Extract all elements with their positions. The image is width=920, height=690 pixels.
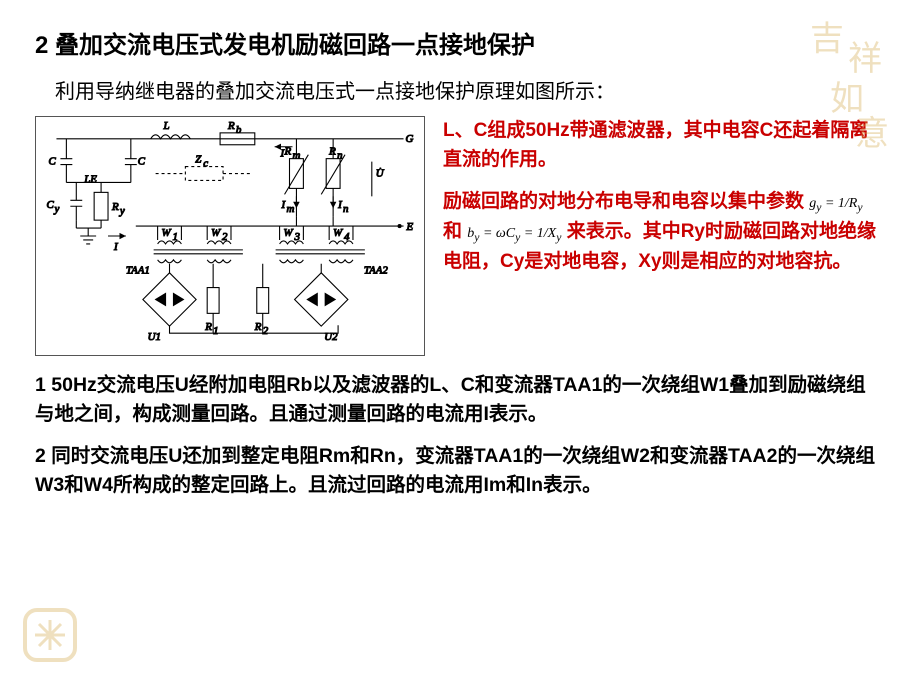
svg-text:n: n — [337, 150, 342, 162]
svg-text:G: G — [406, 133, 414, 145]
svg-text:3: 3 — [293, 231, 300, 243]
svg-text:R: R — [254, 321, 262, 333]
section-subtitle: 利用导纳继电器的叠加交流电压式一点接地保护原理如图所示： — [55, 75, 885, 104]
formula-gy: gy = 1/Ry — [809, 196, 862, 211]
svg-text:C: C — [138, 156, 146, 168]
svg-text:y: y — [119, 205, 125, 217]
svg-text:R: R — [204, 321, 212, 333]
svg-text:U̇: U̇ — [376, 168, 385, 180]
svg-text:R: R — [284, 146, 292, 158]
decorative-watermark-top-right: 吉 祥 如 意 — [800, 15, 900, 155]
red-p2-pre: 励磁回路的对地分布电导和电容以集中参数 — [443, 191, 809, 212]
body-paragraph-2: 2 同时交流电压U还加到整定电阻Rm和Rn，变流器TAA1的一次绕组W2和变流器… — [35, 442, 885, 501]
body-paragraph-1: 1 50Hz交流电压U经附加电阻Rb以及滤波器的L、C和变流器TAA1的一次绕组… — [35, 371, 885, 430]
svg-text:C: C — [49, 156, 57, 168]
svg-text:W: W — [284, 227, 294, 239]
svg-text:意: 意 — [855, 115, 889, 153]
svg-text:1: 1 — [213, 325, 218, 337]
svg-text:TAA1: TAA1 — [126, 265, 150, 277]
svg-text:如: 如 — [830, 80, 864, 118]
svg-text:R: R — [227, 120, 235, 132]
svg-text:m: m — [287, 203, 295, 215]
svg-text:c: c — [203, 158, 208, 170]
svg-text:U1: U1 — [148, 331, 161, 343]
formula-by: by = ωCy = 1/Xy — [467, 226, 561, 241]
decorative-watermark-bottom-left — [15, 600, 85, 670]
svg-text:L: L — [163, 120, 170, 132]
svg-text:2: 2 — [263, 325, 269, 337]
svg-text:吉: 吉 — [810, 21, 844, 58]
svg-text:R: R — [111, 201, 119, 213]
mid-content-row: G L Rb I C C LE Cy — [35, 116, 885, 356]
red-paragraph-2: 励磁回路的对地分布电导和电容以集中参数 gy = 1/Ry 和 by = ωCy… — [443, 187, 885, 276]
svg-text:W: W — [333, 227, 343, 239]
svg-text:E: E — [406, 221, 414, 233]
svg-text:n: n — [343, 203, 348, 215]
section-title: 2 叠加交流电压式发电机励磁回路一点接地保护 — [35, 25, 885, 60]
svg-text:I: I — [113, 241, 119, 253]
svg-text:R: R — [328, 146, 336, 158]
svg-text:Z: Z — [195, 154, 202, 166]
svg-text:b: b — [236, 124, 242, 136]
svg-text:祥: 祥 — [848, 40, 882, 78]
svg-text:C: C — [47, 199, 55, 211]
svg-text:W: W — [162, 227, 172, 239]
circuit-diagram: G L Rb I C C LE Cy — [35, 116, 425, 356]
svg-text:W: W — [211, 227, 221, 239]
svg-text:4: 4 — [344, 231, 350, 243]
svg-text:TAA2: TAA2 — [364, 265, 389, 277]
svg-text:y: y — [53, 203, 59, 215]
red-p2-mid: 和 — [443, 221, 467, 242]
svg-text:1: 1 — [172, 231, 177, 243]
svg-text:LE: LE — [83, 173, 97, 185]
svg-text:2: 2 — [222, 231, 228, 243]
